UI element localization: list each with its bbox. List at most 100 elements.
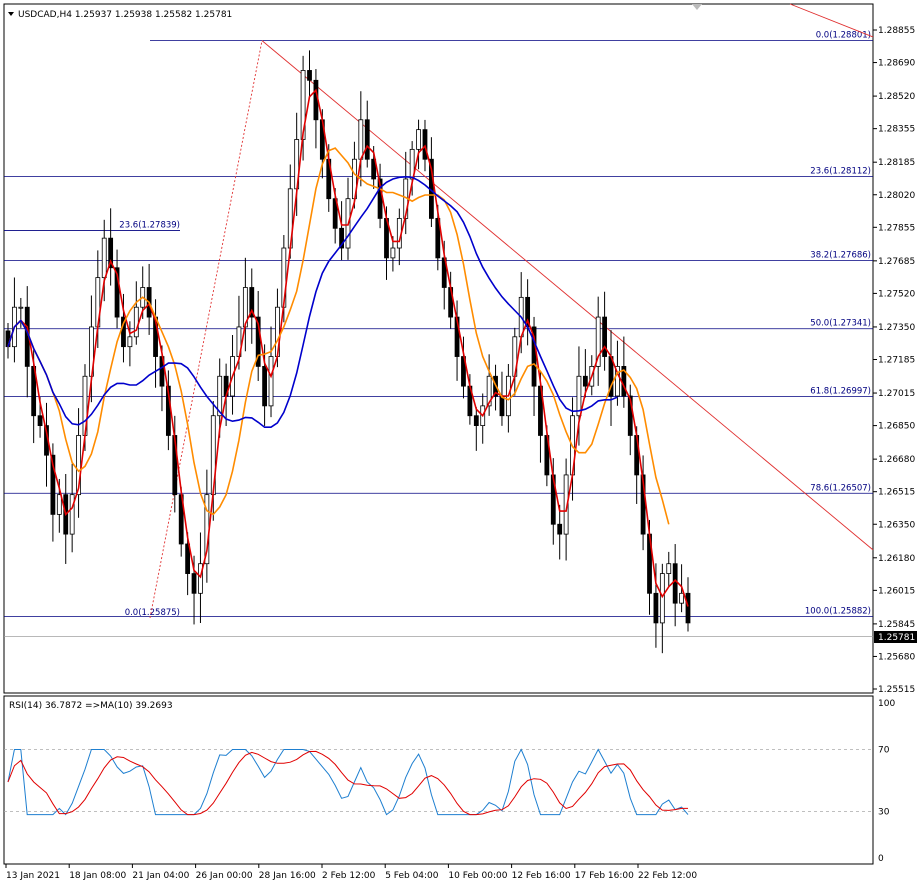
candle-body	[114, 267, 120, 318]
time-axis: 13 Jan 2021 18 Jan 08:00 21 Jan 04:00 26 Ja…	[5, 864, 697, 881]
rsi-tick-label: 30	[878, 808, 890, 818]
bid-price-box	[874, 631, 917, 643]
price-axis: 1.28855 1.28690 1.28520 1.28355 1.28185 1.280…	[873, 26, 915, 695]
time-tick-label: 28 Jan 16:00	[259, 871, 316, 881]
candle-body	[666, 563, 672, 574]
candle-body	[679, 592, 684, 604]
time-tick-label: 26 Jan 00:00	[196, 871, 253, 881]
time-tick-label: 17 Feb 16:00	[575, 871, 634, 881]
bid-price-label: 1.25781	[878, 633, 915, 643]
candle-body	[127, 336, 133, 348]
candle-body	[473, 415, 479, 426]
price-tick-label: 1.25845	[878, 620, 915, 630]
rsi-tick-label: 100	[878, 699, 895, 709]
price-tick-label: 1.28020	[878, 191, 915, 201]
chart-header: USDCAD,H4 1.25937 1.25938 1.25582 1.2578…	[18, 10, 232, 20]
chart-shift-marker-icon	[692, 4, 702, 10]
time-tick-label: 12 Feb 16:00	[512, 871, 571, 881]
upper-trend-line	[789, 3, 874, 38]
candle-body	[563, 474, 569, 535]
fib-level-label: 23.6(1.28112)	[810, 167, 871, 177]
candle-body	[435, 218, 441, 259]
candle-body	[217, 375, 223, 417]
trend-lines	[149, 3, 874, 619]
moving-average-line	[7, 147, 670, 525]
downtrend-line	[261, 40, 874, 551]
candle-body	[69, 494, 75, 535]
price-tick-label: 1.25515	[878, 685, 915, 695]
candle-body	[557, 523, 563, 535]
candle-body	[133, 306, 139, 338]
candle-body	[121, 316, 126, 348]
time-tick-label: 10 Feb 00:00	[448, 871, 507, 881]
price-tick-label: 1.26850	[878, 422, 915, 432]
main-panel-frame	[3, 3, 874, 694]
fib-level-label: 0.0(1.25875)	[125, 608, 180, 618]
candle-body	[37, 415, 43, 426]
symbol-dropdown-icon[interactable]	[8, 12, 14, 16]
price-tick-label: 1.27015	[878, 389, 915, 399]
candle-body	[672, 563, 678, 604]
candle-body	[422, 129, 428, 160]
price-tick-label: 1.26350	[878, 520, 915, 530]
rsi-ma-line	[7, 750, 688, 816]
fibonacci-levels: 0.0(1.28801) 23.6(1.28112) 38.2(1.27686) 50…	[4, 31, 873, 637]
price-tick-label: 1.25680	[878, 652, 915, 662]
price-tick-label: 1.27685	[878, 257, 915, 267]
candle-body	[640, 474, 646, 535]
candle-body	[307, 70, 312, 81]
moving-averages	[7, 88, 689, 607]
time-tick-label: 2 Feb 12:00	[322, 871, 376, 881]
candle-body	[627, 395, 633, 436]
candle-body	[101, 237, 107, 279]
price-tick-label: 1.26180	[878, 554, 915, 564]
fib-level-label: 0.0(1.28801)	[816, 31, 871, 41]
candle-body	[56, 494, 62, 515]
candle-body	[416, 129, 421, 150]
candle-body	[262, 366, 268, 407]
price-tick-label: 1.28520	[878, 92, 915, 102]
candle-body	[249, 287, 255, 318]
candle-body	[364, 119, 370, 160]
time-tick-label: 22 Feb 12:00	[638, 871, 697, 881]
moving-average-line	[7, 88, 689, 607]
candle-body	[339, 227, 344, 249]
price-tick-label: 1.27350	[878, 323, 915, 333]
candle-body	[50, 454, 56, 515]
price-tick-label: 1.28855	[878, 26, 915, 36]
fib-level-label: 23.6(1.27839)	[119, 220, 180, 230]
candle-body	[653, 592, 659, 624]
candle-body	[255, 316, 261, 367]
rsi-tick-label: 70	[878, 746, 890, 756]
candles	[5, 50, 691, 654]
price-tick-label: 1.26680	[878, 455, 915, 465]
price-tick-label: 1.27185	[878, 356, 915, 366]
candle-body	[191, 573, 197, 594]
candle-body	[615, 366, 620, 397]
price-tick-label: 1.26015	[878, 586, 915, 596]
price-tick-label: 1.27520	[878, 289, 915, 299]
rsi-indicator: 100 70 30 0	[4, 699, 895, 864]
candle-body	[198, 563, 203, 594]
candle-body	[582, 375, 588, 387]
moving-average-line	[7, 175, 618, 428]
candle-body	[602, 316, 608, 357]
candle-body	[185, 543, 191, 574]
price-tick-label: 1.28690	[878, 59, 915, 69]
fib-level-label: 38.2(1.27686)	[810, 251, 871, 261]
candle-body	[685, 592, 691, 624]
time-tick-label: 5 Feb 04:00	[385, 871, 439, 881]
candle-body	[76, 435, 81, 496]
candle-body	[358, 119, 364, 160]
rsi-tick-label: 0	[878, 854, 884, 864]
candle-body	[499, 395, 505, 417]
rsi-header: RSI(14) 36.7872 =>MA(10) 39.2693	[9, 701, 173, 711]
fib-level-label: 100.0(1.25882)	[805, 607, 871, 617]
time-tick-label: 13 Jan 2021	[6, 871, 60, 881]
candle-body	[595, 316, 601, 367]
candle-body	[659, 573, 665, 624]
price-tick-label: 1.28185	[878, 158, 915, 168]
candle-body	[390, 247, 396, 259]
candle-body	[371, 158, 377, 180]
price-tick-label: 1.27855	[878, 223, 915, 233]
